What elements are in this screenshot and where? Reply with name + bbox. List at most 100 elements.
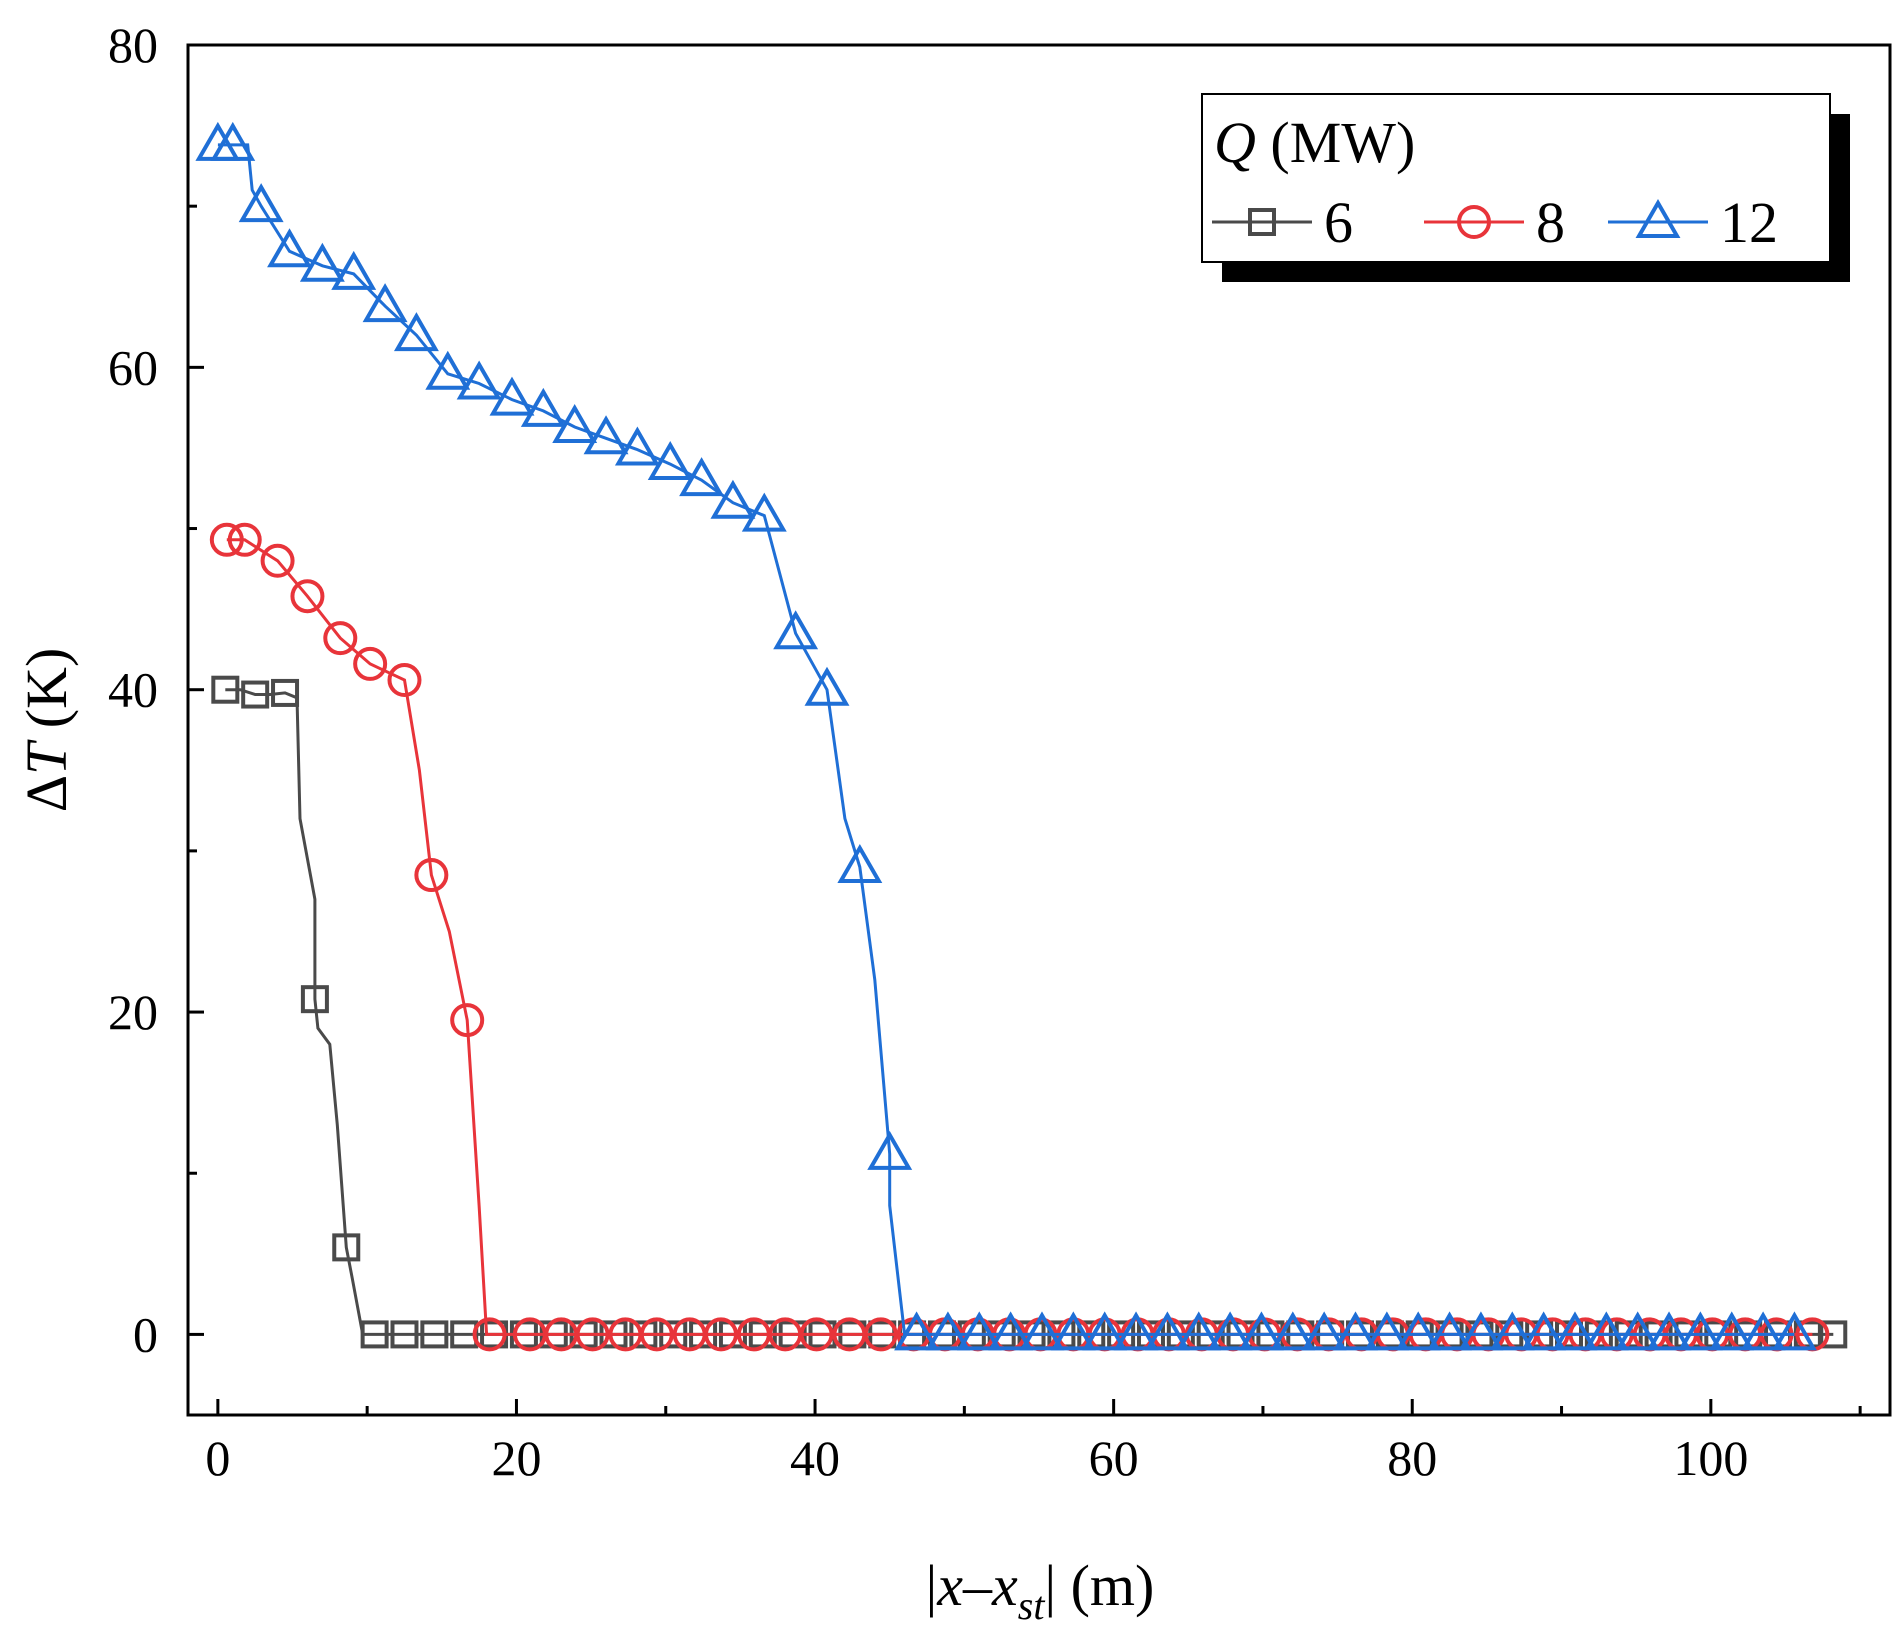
data-point-8 — [863, 1317, 898, 1352]
x-tick-label: 20 — [491, 1430, 541, 1486]
data-point-12 — [425, 350, 471, 390]
data-point-12 — [1395, 1311, 1441, 1351]
data-point-12 — [210, 121, 256, 161]
legend-entry-12: 12 — [1608, 190, 1778, 255]
data-point-12 — [1176, 1311, 1222, 1351]
data-point-8 — [450, 1003, 485, 1038]
data-point-12 — [299, 242, 345, 282]
plot-frame — [186, 43, 1892, 1417]
x-tick-label: 0 — [205, 1430, 230, 1486]
x-tick-label: 80 — [1387, 1430, 1437, 1486]
legend-label: 8 — [1536, 190, 1565, 255]
data-point-12 — [894, 1311, 940, 1351]
legend-label: 6 — [1324, 190, 1353, 255]
data-point-12 — [773, 610, 819, 650]
data-point-6 — [332, 1233, 361, 1262]
data-point-12 — [1364, 1311, 1410, 1351]
data-point-12 — [1301, 1311, 1347, 1351]
data-point-8 — [227, 522, 262, 557]
data-point-12 — [1427, 1311, 1473, 1351]
y-tick-label: 0 — [133, 1306, 158, 1362]
data-point-12 — [1082, 1311, 1128, 1351]
data-point-12 — [1238, 1311, 1284, 1351]
data-point-12 — [925, 1311, 971, 1351]
data-point-12 — [552, 403, 598, 443]
data-point-12 — [1677, 1311, 1723, 1351]
data-point-12 — [837, 843, 883, 883]
y-axis-delta: Δ — [14, 775, 79, 812]
data-point-12 — [1458, 1311, 1504, 1351]
data-point-12 — [867, 1130, 913, 1170]
series-6 — [211, 675, 1848, 1349]
data-point-8 — [209, 522, 244, 557]
legend-marker-12 — [1635, 198, 1681, 238]
data-point-12 — [331, 250, 377, 290]
data-point-12 — [583, 415, 629, 455]
x-tick-label: 100 — [1673, 1430, 1748, 1486]
data-point-12 — [988, 1311, 1034, 1351]
data-point-12 — [238, 183, 284, 223]
series-line-12 — [217, 143, 1795, 1336]
data-point-12 — [1144, 1311, 1190, 1351]
x-tick-label: 40 — [790, 1430, 840, 1486]
x-axis-sub: st — [1018, 1583, 1046, 1628]
legend-label: 12 — [1720, 190, 1778, 255]
series-line-8 — [226, 538, 1813, 1336]
data-point-12 — [804, 666, 850, 706]
x-axis-unit: (m) — [1056, 1553, 1154, 1618]
data-point-8 — [639, 1317, 674, 1352]
series-12 — [195, 121, 1817, 1351]
data-point-6 — [211, 675, 240, 704]
data-point-12 — [456, 360, 502, 400]
legend-entries: 6 8 12 — [1212, 190, 1778, 255]
data-point-8 — [353, 646, 388, 681]
data-point-8 — [703, 1317, 738, 1352]
x-axis-var: x — [936, 1553, 963, 1618]
data-point-12 — [1050, 1311, 1096, 1351]
data-point-12 — [1521, 1311, 1567, 1351]
x-tick-label: 60 — [1089, 1430, 1139, 1486]
y-axis-title: ΔT (K) — [14, 648, 79, 813]
data-point-12 — [489, 376, 535, 416]
series-layer — [195, 121, 1848, 1352]
y-axis-var: T — [14, 739, 79, 775]
data-point-8 — [260, 543, 295, 578]
legend-entry-8: 8 — [1424, 190, 1565, 255]
data-point-12 — [1113, 1311, 1159, 1351]
data-point-12 — [1270, 1311, 1316, 1351]
data-point-6 — [390, 1320, 419, 1349]
data-point-12 — [1207, 1311, 1253, 1351]
data-point-12 — [393, 312, 439, 352]
data-point-8 — [387, 663, 422, 698]
data-point-12 — [1740, 1311, 1786, 1351]
data-point-6 — [300, 985, 329, 1014]
y-tick-label: 60 — [108, 339, 158, 395]
series-8 — [209, 522, 1830, 1352]
y-tick-label: 80 — [108, 17, 158, 73]
data-point-12 — [710, 479, 756, 519]
x-axis-bar-left: | — [926, 1553, 938, 1618]
data-point-8 — [472, 1317, 507, 1352]
x-axis-dash: – — [962, 1553, 993, 1618]
data-point-12 — [956, 1311, 1002, 1351]
y-axis-unit: (K) — [14, 648, 79, 743]
data-point-6 — [1819, 1320, 1848, 1349]
y-tick-label: 40 — [108, 662, 158, 718]
data-point-12 — [1771, 1311, 1817, 1351]
legend-entry-6: 6 — [1212, 190, 1353, 255]
data-point-12 — [362, 283, 408, 323]
legend-box — [1201, 93, 1831, 263]
x-axis-var2: x — [991, 1553, 1018, 1618]
data-point-12 — [520, 387, 566, 427]
legend-marker-8 — [1457, 205, 1491, 239]
data-point-12 — [647, 441, 693, 481]
data-point-8 — [290, 579, 325, 614]
data-point-6 — [420, 1320, 449, 1349]
data-point-12 — [1333, 1311, 1378, 1351]
data-point-12 — [1489, 1311, 1535, 1351]
data-point-8 — [414, 858, 449, 893]
data-point-12 — [1583, 1311, 1629, 1351]
data-point-12 — [614, 426, 660, 466]
data-point-12 — [1615, 1311, 1661, 1351]
